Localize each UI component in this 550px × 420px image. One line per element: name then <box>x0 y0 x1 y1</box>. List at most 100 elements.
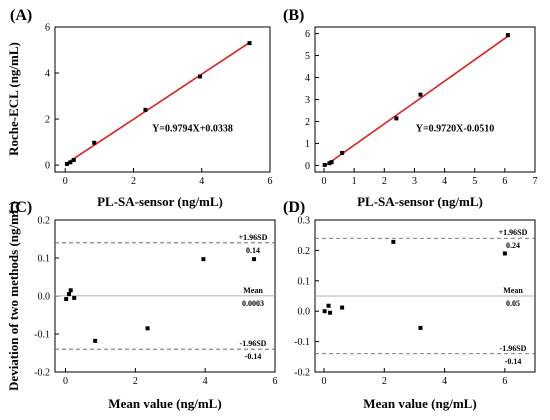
y-axis-title: Deviation of two methods (ng/mL) <box>6 201 21 391</box>
fit-line <box>64 40 252 165</box>
data-point <box>66 292 71 297</box>
panel-label: (B) <box>283 7 304 24</box>
data-point <box>71 158 76 163</box>
y-tick-label: 2 <box>305 117 310 128</box>
data-point <box>322 162 327 167</box>
fit-equation: Y=0.9720X-0.0510 <box>416 123 494 134</box>
panel-3: (C) 0 2 4 6 -0.2 -0.1 0.0 0.1 0.2 Mean value (ng/m… <box>6 199 278 411</box>
data-point <box>326 303 331 308</box>
y-tick-label: 4 <box>45 69 50 80</box>
data-point <box>252 257 257 262</box>
plot-frame <box>54 26 271 173</box>
x-tick-label: 0 <box>63 176 68 187</box>
x-tick-label: 2 <box>382 176 387 187</box>
reference-line-label: +1.96SD <box>239 233 268 242</box>
data-point <box>93 338 98 343</box>
data-point <box>143 107 148 112</box>
panel-label: (D) <box>283 199 305 216</box>
y-tick-label: 5 <box>305 51 310 62</box>
y-tick-label: 0.2 <box>38 216 51 227</box>
x-tick-label: 3 <box>412 176 417 187</box>
x-tick-label: 6 <box>502 176 507 187</box>
data-point <box>329 160 334 165</box>
x-axis-title: PL-SA-sensor (ng/mL) <box>357 194 483 209</box>
y-tick-label: 4 <box>305 73 310 84</box>
data-point <box>394 116 399 121</box>
reference-line-value: 0.14 <box>246 246 260 255</box>
y-tick-label: 1 <box>305 139 310 150</box>
data-point <box>247 41 252 46</box>
reference-line-label: -1.96SD <box>500 344 527 353</box>
data-point <box>340 305 345 310</box>
x-axis-title: Mean value (ng/mL) <box>108 396 221 411</box>
data-point <box>502 251 507 256</box>
reference-line-value: -0.14 <box>245 352 262 361</box>
y-tick-label: 0.3 <box>298 216 311 227</box>
y-tick-label: 6 <box>305 29 310 40</box>
data-point <box>328 310 333 315</box>
reference-line-value: -0.14 <box>505 357 522 366</box>
y-tick-label: -0.2 <box>34 368 50 379</box>
data-point <box>418 92 423 97</box>
x-tick-label: 0 <box>322 376 327 387</box>
x-tick-label: 4 <box>203 376 208 387</box>
panel-1: (A) 0 2 4 6 0 2 4 6 PL-SA-sensor (ng/mL) Roche-ECL… <box>6 7 273 209</box>
y-tick-label: -0.1 <box>34 330 50 341</box>
data-point <box>64 161 69 166</box>
x-tick-label: 6 <box>502 376 507 387</box>
data-point <box>145 326 150 331</box>
y-tick-label: 0.2 <box>298 246 311 257</box>
data-point <box>198 74 203 79</box>
reference-line-label: -1.96SD <box>240 339 267 348</box>
y-axis-title: Roche-ECL (ng/mL) <box>6 42 21 156</box>
x-tick-label: 2 <box>133 376 138 387</box>
x-tick-label: 4 <box>442 376 447 387</box>
data-point <box>505 33 510 38</box>
data-point <box>327 161 332 166</box>
x-tick-label: 0 <box>322 176 327 187</box>
y-tick-label: -0.1 <box>294 337 310 348</box>
x-axis-title: PL-SA-sensor (ng/mL) <box>97 194 223 209</box>
data-point <box>64 297 69 302</box>
reference-line-value: 0.05 <box>506 299 520 308</box>
y-tick-label: 6 <box>45 23 50 34</box>
reference-line-label: +1.96SD <box>499 228 528 237</box>
y-tick-label: 0 <box>45 161 50 172</box>
y-tick-label: 0 <box>305 161 310 172</box>
x-tick-label: 0 <box>63 376 68 387</box>
panel-4: (D) 0 2 4 6 -0.2 -0.1 0.0 0.1 0.2 0.3 Mean value (n… <box>283 199 536 411</box>
data-point <box>418 325 423 330</box>
data-point <box>92 140 97 145</box>
reference-line-value: 0.24 <box>506 241 520 250</box>
x-tick-label: 1 <box>352 176 357 187</box>
reference-line-label: Mean <box>243 286 263 295</box>
fit-line <box>323 34 510 168</box>
data-point <box>340 150 345 155</box>
x-tick-label: 6 <box>273 376 278 387</box>
x-tick-label: 6 <box>268 176 273 187</box>
data-point <box>322 309 327 314</box>
y-tick-label: -0.2 <box>294 368 310 379</box>
reference-line-value: 0.0003 <box>242 299 264 308</box>
data-point <box>72 295 77 300</box>
x-tick-label: 4 <box>199 176 204 187</box>
x-tick-label: 2 <box>131 176 136 187</box>
panel-2: (B) 0 1 2 3 4 5 6 7 0 1 2 3 4 5 6 PL-SA-sensor (ng/mL) Y=… <box>283 7 538 209</box>
data-point <box>68 160 73 165</box>
y-tick-label: 0.1 <box>38 254 51 265</box>
x-tick-label: 5 <box>472 176 477 187</box>
y-tick-label: 2 <box>45 115 50 126</box>
y-tick-label: 3 <box>305 95 310 106</box>
data-point <box>68 288 73 293</box>
x-tick-label: 2 <box>382 376 387 387</box>
data-point <box>201 257 206 262</box>
panel-label: (C) <box>10 199 32 216</box>
x-tick-label: 7 <box>533 176 538 187</box>
y-tick-label: 0.0 <box>38 292 51 303</box>
panel-label: (A) <box>10 7 32 24</box>
data-point <box>391 239 396 244</box>
y-tick-label: 0.1 <box>298 276 311 287</box>
x-axis-title: Mean value (ng/mL) <box>363 396 476 411</box>
reference-line-label: Mean <box>503 286 523 295</box>
